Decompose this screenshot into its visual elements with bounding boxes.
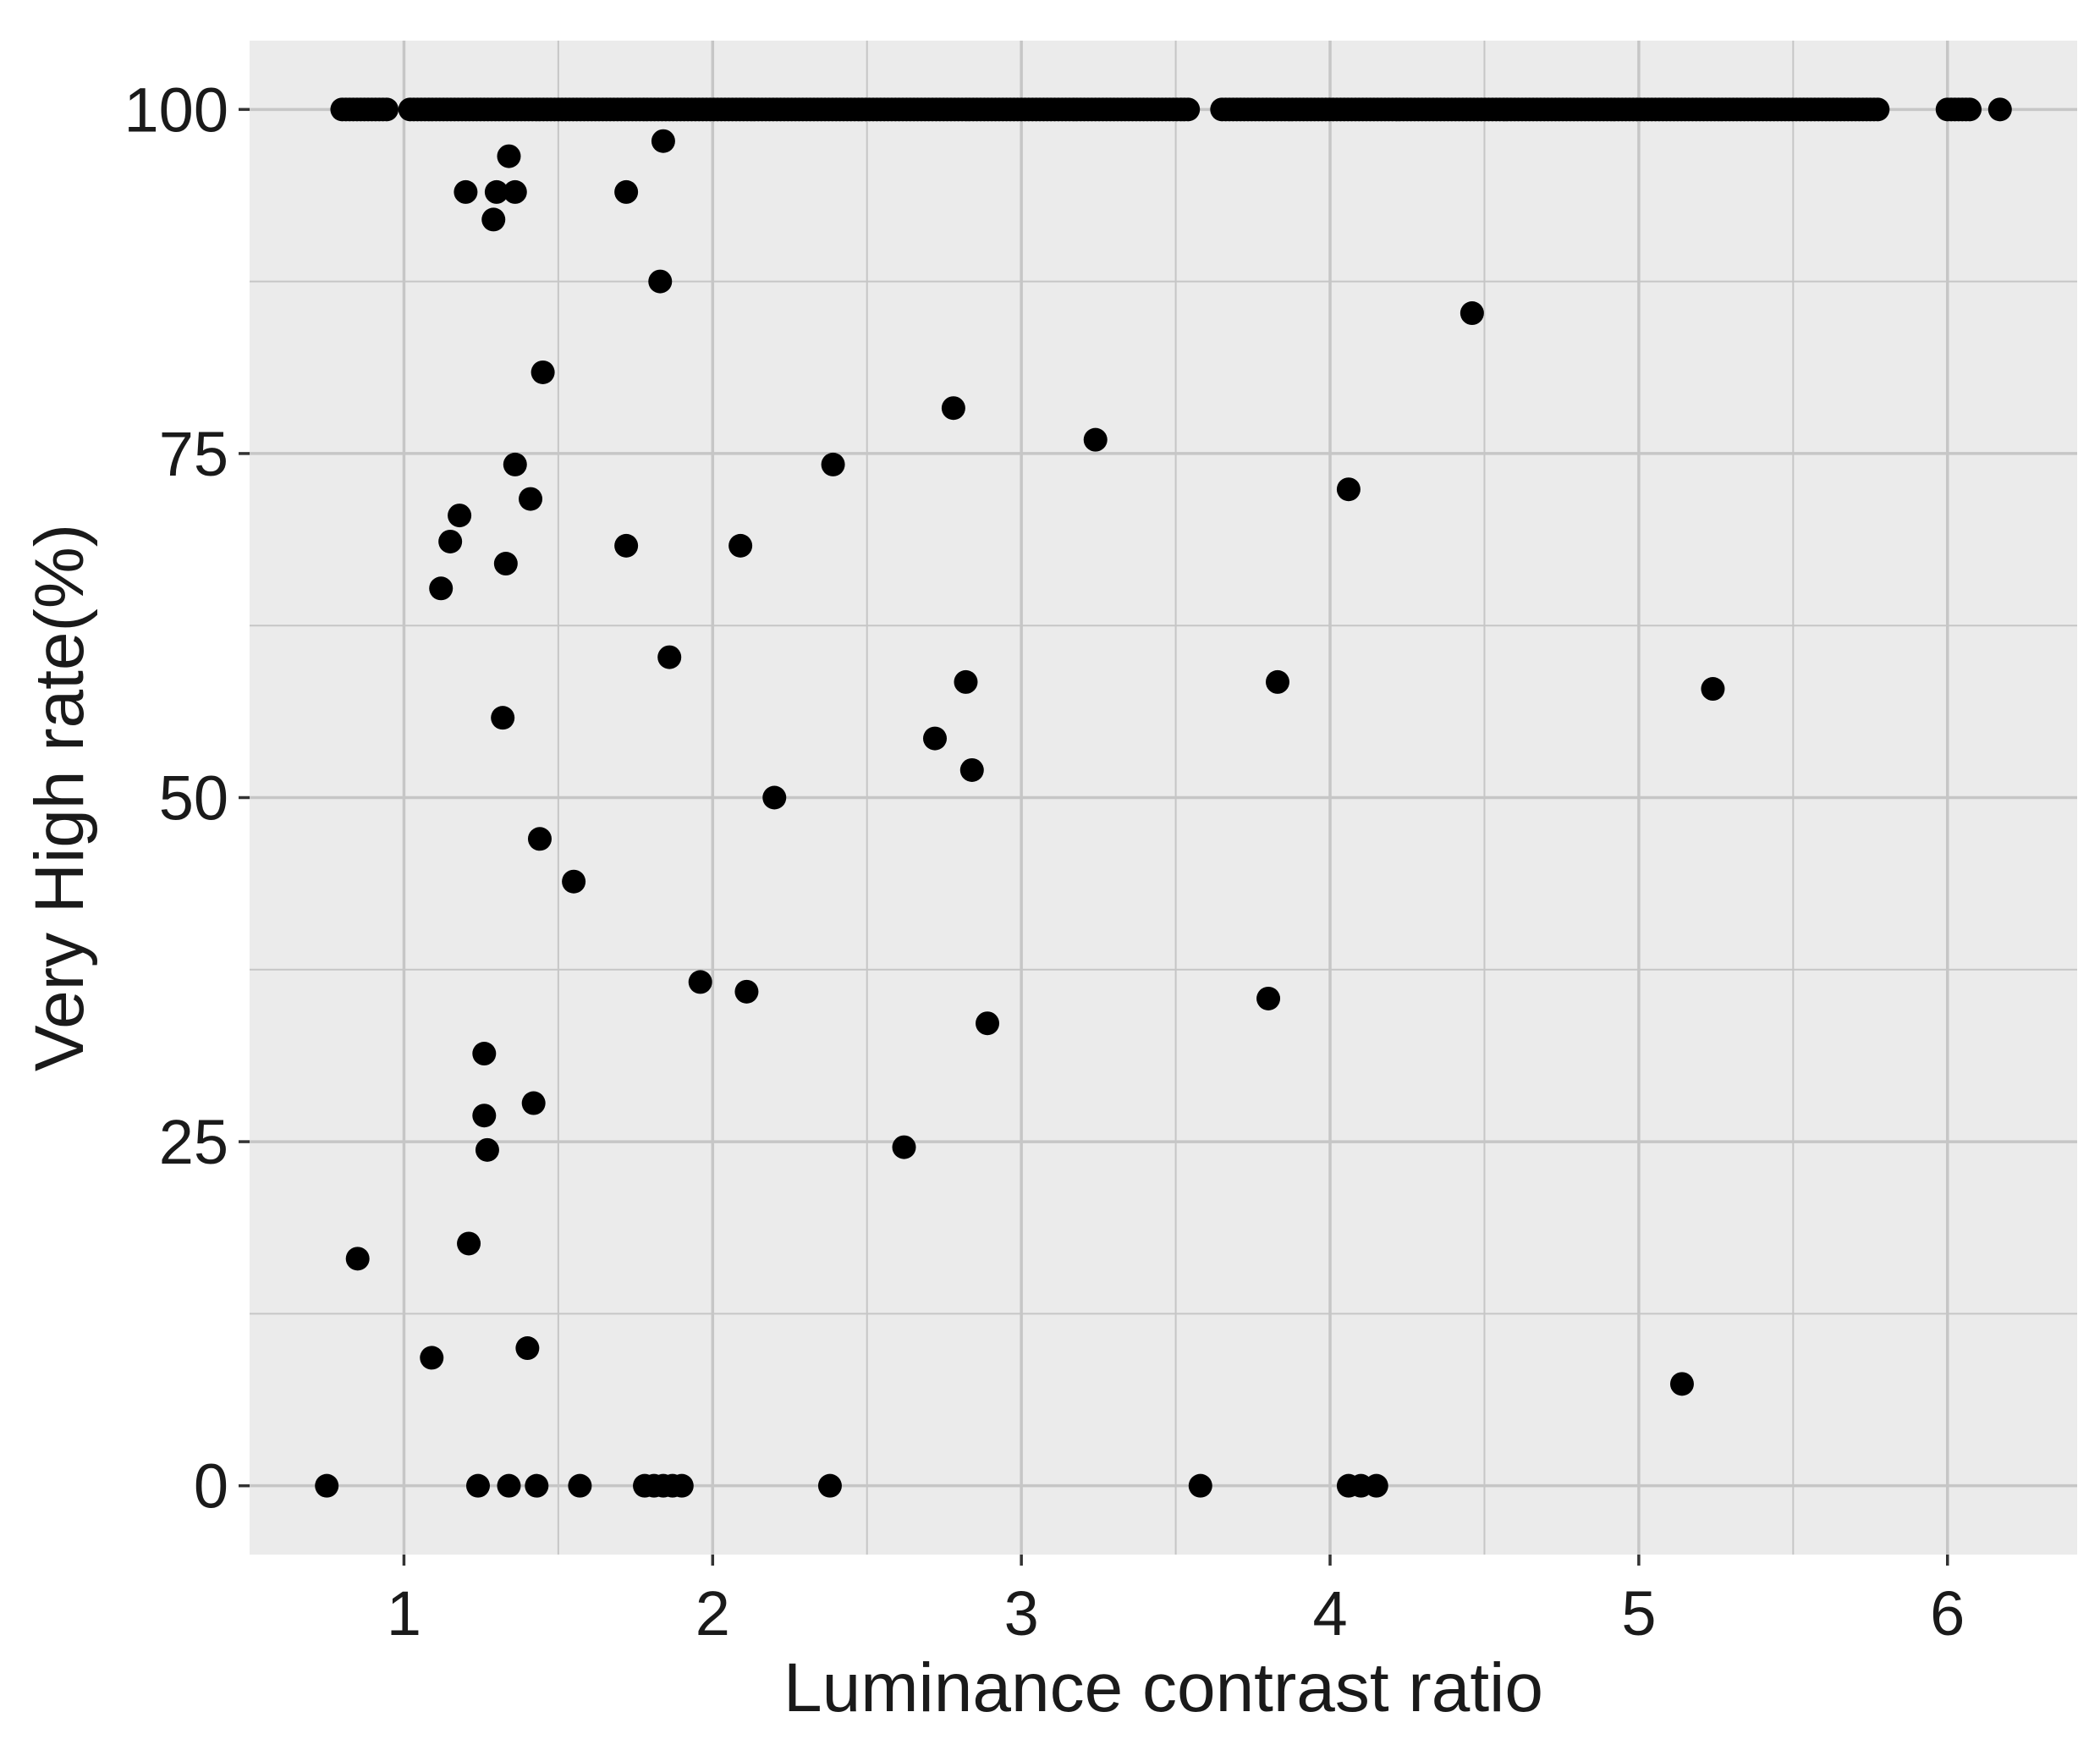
x-axis-title: Luminance contrast ratio <box>783 1649 1543 1726</box>
data-point <box>1266 669 1289 694</box>
data-point <box>503 179 527 204</box>
axis-ticks <box>239 107 1949 1566</box>
data-point <box>1176 97 1201 122</box>
data-point <box>954 669 978 694</box>
data-point <box>475 1137 499 1162</box>
x-tick-label: 2 <box>695 1578 730 1649</box>
data-point <box>481 207 506 232</box>
data-point <box>429 576 454 601</box>
data-point <box>472 1104 497 1128</box>
data-point <box>454 179 478 204</box>
data-point <box>438 529 463 553</box>
x-tick-label: 4 <box>1312 1578 1347 1649</box>
y-tick-label: 0 <box>194 1451 228 1522</box>
data-point <box>315 1473 339 1498</box>
data-point <box>1256 986 1281 1010</box>
data-point <box>1336 477 1361 502</box>
x-tick-label: 1 <box>387 1578 421 1649</box>
data-point <box>923 726 947 751</box>
data-point <box>1701 677 1725 702</box>
data-points <box>315 97 2012 1498</box>
x-tick-label: 6 <box>1930 1578 1965 1649</box>
y-tick-label: 50 <box>159 763 228 834</box>
data-point <box>648 269 673 294</box>
data-point <box>688 970 712 994</box>
data-point <box>562 869 586 894</box>
data-point <box>484 179 509 204</box>
data-point <box>420 1346 444 1370</box>
data-point <box>519 487 543 511</box>
data-point <box>466 1473 490 1498</box>
data-point <box>651 129 675 153</box>
data-point <box>527 827 552 851</box>
data-point <box>728 533 753 558</box>
data-point <box>515 1336 540 1361</box>
data-point <box>472 1042 497 1066</box>
x-tick-labels: 1 2 3 4 5 6 <box>387 1578 1965 1649</box>
data-point <box>821 452 845 476</box>
data-point <box>491 706 515 730</box>
data-point <box>614 533 639 558</box>
data-point <box>457 1231 481 1256</box>
data-point <box>493 552 518 576</box>
data-point <box>448 504 472 528</box>
data-point <box>1669 1372 1694 1396</box>
data-point <box>657 645 682 669</box>
data-point <box>1364 1473 1388 1498</box>
data-point <box>503 452 527 476</box>
data-point <box>817 1473 842 1498</box>
data-point <box>941 396 965 421</box>
data-point <box>1987 97 2012 122</box>
y-tick-label: 25 <box>159 1107 228 1177</box>
y-axis-title: Very High rate(%) <box>21 524 98 1071</box>
data-point <box>614 179 639 204</box>
data-point <box>375 97 399 122</box>
data-point <box>497 144 521 168</box>
x-tick-label: 5 <box>1621 1578 1656 1649</box>
x-tick-label: 3 <box>1004 1578 1039 1649</box>
data-point <box>497 1473 521 1498</box>
data-point <box>1083 427 1108 452</box>
data-point <box>1958 97 1982 122</box>
data-point <box>530 360 555 384</box>
data-point <box>892 1135 916 1159</box>
data-point <box>1460 301 1484 326</box>
data-point <box>1188 1473 1212 1498</box>
data-point <box>568 1473 592 1498</box>
data-point <box>734 979 759 1004</box>
data-point <box>521 1091 546 1115</box>
y-tick-label: 75 <box>159 419 228 489</box>
data-point <box>345 1247 370 1271</box>
data-point <box>1866 97 1890 122</box>
data-point <box>976 1011 1000 1036</box>
y-tick-labels: 0 25 50 75 100 <box>124 74 228 1521</box>
data-point <box>762 785 787 810</box>
data-point <box>525 1473 549 1498</box>
data-point <box>669 1473 694 1498</box>
y-tick-label: 100 <box>124 74 228 145</box>
data-point <box>959 757 984 782</box>
